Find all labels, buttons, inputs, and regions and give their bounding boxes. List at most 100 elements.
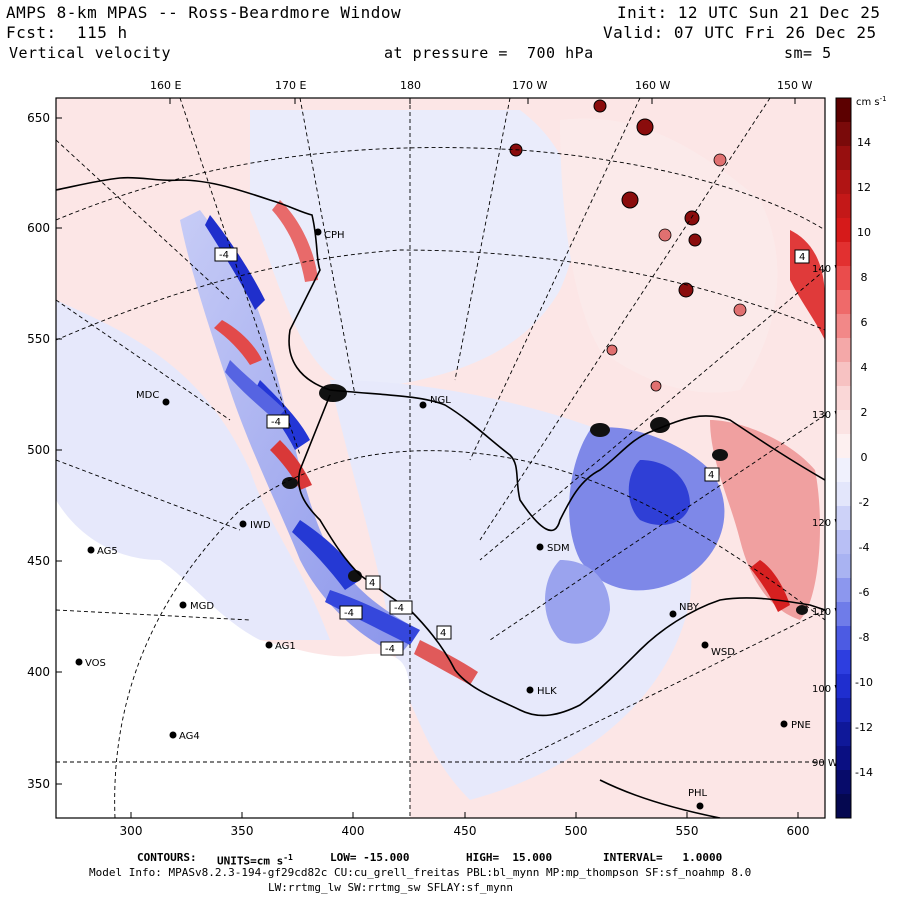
svg-text:300: 300 xyxy=(120,824,143,838)
svg-text:-12: -12 xyxy=(855,721,873,734)
svg-text:-4: -4 xyxy=(219,250,229,261)
contour-label: -4 xyxy=(389,600,413,615)
svg-text:-6: -6 xyxy=(859,586,870,599)
svg-text:-14: -14 xyxy=(855,766,873,779)
svg-text:120 W: 120 W xyxy=(812,518,844,529)
station-cph: CPH xyxy=(314,228,345,241)
svg-text:MDC: MDC xyxy=(136,390,159,401)
contour-label: 4 xyxy=(436,625,452,640)
svg-text:10: 10 xyxy=(857,226,871,239)
valid-time: Valid: 07 UTC Fri 26 Dec 25 xyxy=(603,23,877,42)
svg-text:170 W: 170 W xyxy=(512,79,547,92)
svg-text:130 W: 130 W xyxy=(812,410,844,421)
contour-label: 4 xyxy=(704,467,720,482)
svg-text:350: 350 xyxy=(27,777,50,791)
map-field xyxy=(56,98,825,818)
svg-text:-10: -10 xyxy=(855,676,873,689)
station-ag5: AG5 xyxy=(87,546,118,557)
svg-text:180: 180 xyxy=(400,79,421,92)
svg-text:-4: -4 xyxy=(394,603,404,614)
svg-text:2: 2 xyxy=(861,406,868,419)
svg-text:AG4: AG4 xyxy=(179,731,200,742)
pressure-level: at pressure = 700 hPa xyxy=(384,44,594,62)
forecast-hour: Fcst: 115 h xyxy=(6,23,128,42)
svg-text:0: 0 xyxy=(861,451,868,464)
svg-text:160 E: 160 E xyxy=(150,79,181,92)
station-ag1: AG1 xyxy=(265,641,296,652)
contour-label: -4 xyxy=(214,247,238,262)
contour-label: 4 xyxy=(794,249,810,264)
svg-text:-4: -4 xyxy=(859,541,870,554)
svg-text:450: 450 xyxy=(454,824,477,838)
svg-text:-4: -4 xyxy=(385,644,395,655)
contour-label: -4 xyxy=(339,605,363,620)
svg-text:600: 600 xyxy=(787,824,810,838)
svg-text:PNE: PNE xyxy=(791,720,811,731)
svg-text:WSD: WSD xyxy=(711,647,735,658)
colorbar-ticks: 14 12 10 8 6 4 2 0 -2 -4 -6 -8 -10 -12 -… xyxy=(855,136,873,779)
station-phl: PHL xyxy=(688,788,708,810)
svg-text:-8: -8 xyxy=(859,631,870,644)
station-mdc: MDC xyxy=(136,390,170,406)
svg-text:140 W: 140 W xyxy=(812,264,844,275)
svg-text:-2: -2 xyxy=(859,496,870,509)
svg-text:SDM: SDM xyxy=(547,543,570,554)
svg-text:550: 550 xyxy=(676,824,699,838)
svg-text:500: 500 xyxy=(27,443,50,457)
init-time: Init: 12 UTC Sun 21 Dec 25 xyxy=(617,3,881,22)
colorbar xyxy=(835,97,852,819)
station-pne: PNE xyxy=(780,720,811,731)
svg-text:350: 350 xyxy=(231,824,254,838)
svg-text:-4: -4 xyxy=(344,608,354,619)
colorbar-units: cm s-1 xyxy=(856,95,887,108)
plot-title: AMPS 8-km MPAS -- Ross-Beardmore Window xyxy=(6,3,402,22)
svg-text:NGL: NGL xyxy=(430,395,451,406)
station-layer: CPH MDC NGL IWD AG5 SDM MGD AG1 VOS NBY … xyxy=(75,228,811,810)
svg-text:6: 6 xyxy=(861,316,868,329)
svg-text:12: 12 xyxy=(857,181,871,194)
svg-text:400: 400 xyxy=(27,665,50,679)
station-nby: NBY xyxy=(669,602,700,618)
station-hlk: HLK xyxy=(526,686,557,697)
svg-text:150 W: 150 W xyxy=(777,79,812,92)
bottom-axis-labels: 300 350 400 450 500 550 600 xyxy=(120,824,810,838)
contour-label: -4 xyxy=(266,414,290,429)
svg-text:110 W: 110 W xyxy=(812,607,844,618)
svg-text:4: 4 xyxy=(440,628,446,639)
meridian-labels: 140 W 130 W 120 W 110 W 100 W 90 W xyxy=(812,264,844,769)
svg-text:4: 4 xyxy=(799,252,805,263)
svg-text:14: 14 xyxy=(857,136,871,149)
contour-label-layer: -4 4 -4 -4 -4 4 -4 4 4 xyxy=(214,247,810,656)
svg-text:170 E: 170 E xyxy=(275,79,306,92)
station-ngl: NGL xyxy=(419,395,451,409)
contours-high: HIGH= 15.000 xyxy=(466,851,553,864)
svg-text:AG1: AG1 xyxy=(275,641,296,652)
svg-text:450: 450 xyxy=(27,554,50,568)
station-iwd: IWD xyxy=(239,520,271,531)
svg-text:CPH: CPH xyxy=(324,230,345,241)
field-name: Vertical velocity xyxy=(9,44,172,62)
svg-text:100 W: 100 W xyxy=(812,684,844,695)
station-ag4: AG4 xyxy=(169,731,200,742)
map-frame xyxy=(55,97,826,819)
svg-text:160 W: 160 W xyxy=(635,79,670,92)
left-axis-labels: 650 600 550 500 450 400 350 xyxy=(27,111,50,791)
svg-text:VOS: VOS xyxy=(85,658,106,669)
colorbar-labels: cm s-1 xyxy=(856,95,887,108)
contour-label: -4 xyxy=(380,641,404,656)
smoothing-value: sm= 5 xyxy=(784,44,832,62)
contours-label: CONTOURS: xyxy=(137,851,197,864)
svg-text:650: 650 xyxy=(27,111,50,125)
svg-text:MGD: MGD xyxy=(190,601,214,612)
contour-label: 4 xyxy=(365,575,381,590)
svg-text:8: 8 xyxy=(861,271,868,284)
contours-low: LOW= -15.000 xyxy=(330,851,410,864)
svg-text:PHL: PHL xyxy=(688,788,708,799)
contours-units: UNITS=cm s-1 xyxy=(217,853,293,868)
svg-text:HLK: HLK xyxy=(537,686,557,697)
contours-interval: INTERVAL= 1.0000 xyxy=(603,851,723,864)
svg-text:IWD: IWD xyxy=(250,520,271,531)
svg-text:550: 550 xyxy=(27,332,50,346)
model-info: Model Info: MPASv8.2.3-194-gf29cd82c CU:… xyxy=(89,866,752,879)
svg-text:4: 4 xyxy=(708,470,714,481)
